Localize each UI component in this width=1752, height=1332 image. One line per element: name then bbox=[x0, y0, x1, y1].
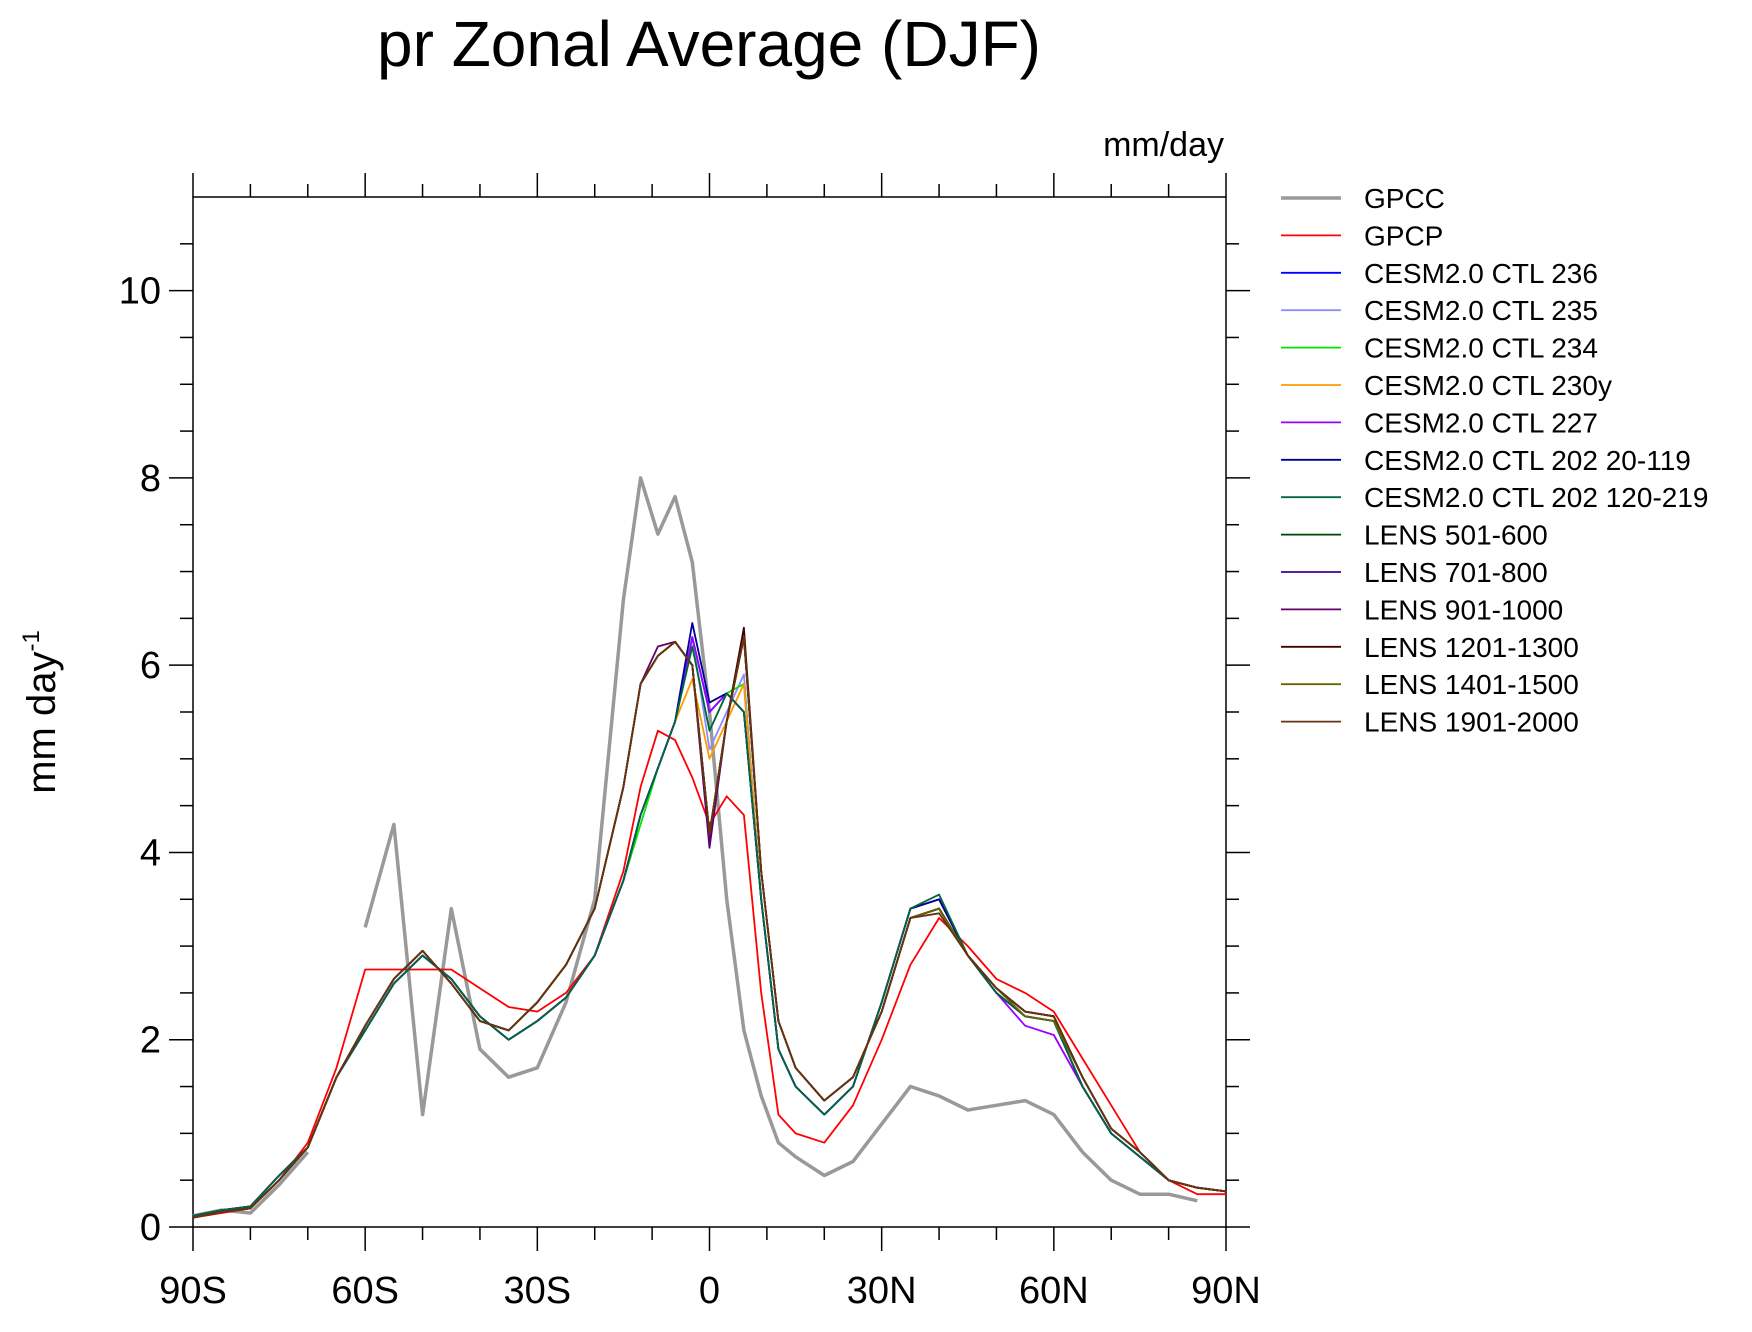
legend-label: LENS 501-600 bbox=[1364, 520, 1548, 551]
y-axis-label-text: mm day-1 bbox=[18, 630, 64, 794]
x-tick-label: 0 bbox=[699, 1270, 720, 1312]
legend-label: LENS 1401-1500 bbox=[1364, 669, 1579, 700]
legend-label: LENS 1201-1300 bbox=[1364, 632, 1579, 663]
legend-label: CESM2.0 CTL 202 120-219 bbox=[1364, 482, 1709, 513]
chart-title: pr Zonal Average (DJF) bbox=[377, 8, 1041, 80]
legend-label: CESM2.0 CTL 234 bbox=[1364, 333, 1598, 364]
y-tick-label: 0 bbox=[140, 1207, 161, 1249]
legend-label: CESM2.0 CTL 235 bbox=[1364, 295, 1598, 326]
legend-label: CESM2.0 CTL 230y bbox=[1364, 370, 1612, 401]
legend-label: LENS 901-1000 bbox=[1364, 594, 1563, 625]
x-tick-label: 60N bbox=[1019, 1270, 1089, 1312]
x-tick-label: 90N bbox=[1191, 1270, 1261, 1312]
legend-label: GPCC bbox=[1364, 183, 1445, 214]
y-tick-label: 4 bbox=[140, 832, 161, 874]
series-line bbox=[192, 476, 1198, 1218]
legend-label: GPCP bbox=[1364, 220, 1443, 251]
y-label-sup: -1 bbox=[18, 630, 45, 651]
legend-label: LENS 701-800 bbox=[1364, 557, 1548, 588]
y-axis-label: mm day-1 bbox=[18, 630, 64, 794]
series-line bbox=[192, 729, 1226, 1219]
legend-label: CESM2.0 CTL 202 20-119 bbox=[1364, 445, 1691, 476]
legend-label: LENS 1901-2000 bbox=[1364, 707, 1579, 738]
plot-frame bbox=[192, 196, 1227, 1228]
y-tick-label: 10 bbox=[119, 271, 161, 313]
x-tick-label: 90S bbox=[159, 1270, 227, 1312]
legend-label: CESM2.0 CTL 227 bbox=[1364, 407, 1598, 438]
series-line bbox=[192, 645, 1227, 1217]
y-tick-label: 8 bbox=[140, 458, 161, 500]
x-tick-label: 30N bbox=[847, 1270, 917, 1312]
units-label: mm/day bbox=[1103, 126, 1224, 164]
y-tick-label: 6 bbox=[140, 645, 161, 687]
y-tick-label: 2 bbox=[140, 1020, 161, 1062]
legend-label: CESM2.0 CTL 236 bbox=[1364, 258, 1598, 289]
series-line bbox=[192, 636, 1227, 1219]
series-line bbox=[192, 645, 1227, 1217]
y-label-main: mm day bbox=[20, 652, 64, 794]
x-tick-label: 60S bbox=[331, 1270, 399, 1312]
x-tick-label: 30S bbox=[504, 1270, 572, 1312]
